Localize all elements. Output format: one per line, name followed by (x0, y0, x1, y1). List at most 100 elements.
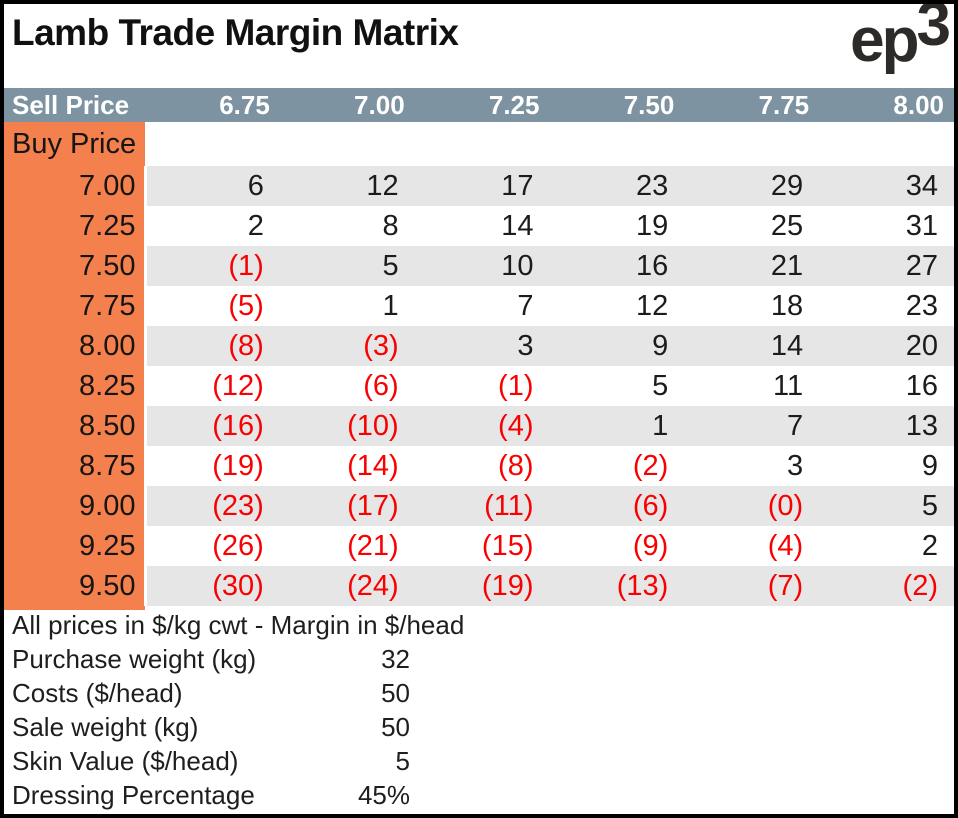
margin-cell: (13) (549, 566, 685, 606)
margin-cell: (12) (143, 366, 280, 406)
margin-cell: (7) (684, 566, 820, 606)
margin-cell: 21 (684, 246, 820, 286)
margin-cell: 14 (501, 209, 534, 242)
margin-cell: (21) (347, 529, 399, 562)
margin-cell: 7 (517, 289, 534, 322)
margin-cell: 34 (819, 166, 954, 206)
margin-cell: 25 (770, 209, 804, 242)
margin-cell: (4) (414, 406, 550, 446)
margin-cell: 1 (382, 289, 399, 322)
margin-cell: (16) (143, 406, 280, 446)
param-label: Skin Value ($/head) (12, 746, 239, 776)
sell-price-corner-label: Sell Price (4, 88, 145, 122)
buy-price-cell: 8.25 (4, 366, 145, 406)
margin-cell: 31 (905, 209, 938, 242)
margin-cell: (6) (363, 369, 399, 402)
margin-cell: 27 (819, 246, 954, 286)
margin-cell: (19) (143, 446, 280, 486)
param-value: 45% (357, 780, 410, 810)
param-row: Purchase weight (kg) 32 (4, 642, 954, 676)
margin-cell: 12 (279, 166, 415, 206)
margin-cell: 3 (787, 449, 804, 482)
sell-price-header: 8.00 (819, 88, 954, 122)
margin-cell: 7 (684, 406, 820, 446)
margin-cell: 6 (143, 166, 280, 206)
margin-cell: (4) (767, 529, 804, 562)
buy-price-cell: 7.50 (4, 246, 145, 286)
buy-price-label-row: Buy Price (4, 122, 954, 166)
margin-cell: 13 (819, 406, 954, 446)
buy-price-cell: 7.25 (4, 206, 145, 246)
matrix-body: Buy Price 7.00 6 12 17 23 29 34 7.25 2 8 14 19 25 31 7… (4, 122, 954, 606)
margin-cell: 2 (143, 206, 280, 246)
margin-cell: 17 (414, 166, 550, 206)
param-label: Purchase weight (kg) (12, 644, 257, 674)
margin-cell: 19 (636, 209, 669, 242)
margin-cell: 29 (684, 166, 820, 206)
margin-cell: 9 (549, 326, 685, 366)
margin-cell: 2 (921, 529, 938, 562)
margin-cell: 1 (549, 406, 685, 446)
matrix-row: 9.25 (26) (21) (15) (9) (4) 2 (4, 526, 954, 566)
margin-cell: 23 (549, 166, 685, 206)
sell-price-header: 7.25 (414, 88, 550, 122)
matrix-row: 7.25 2 8 14 19 25 31 (4, 206, 954, 246)
units-note: All prices in $/kg cwt - Margin in $/hea… (12, 610, 465, 640)
param-label: Sale weight (kg) (12, 712, 199, 742)
margin-cell: (6) (549, 486, 685, 526)
matrix-row: 7.75 (5) 1 7 12 18 23 (4, 286, 954, 326)
ep3-logo-3-text: 3 (916, 0, 952, 59)
matrix-row: 8.75 (19) (14) (8) (2) 3 9 (4, 446, 954, 486)
margin-cell: (19) (414, 566, 550, 606)
matrix-row: 8.25 (12) (6) (1) 5 11 16 (4, 366, 954, 406)
margin-cell: (2) (632, 449, 669, 482)
buy-price-cell: 9.50 (4, 566, 145, 606)
sell-price-header: 7.75 (684, 88, 820, 122)
param-row: Sale weight (kg) 50 (4, 710, 954, 744)
ep3-logo: ep 3 (850, 0, 952, 72)
margin-cell: (9) (632, 529, 669, 562)
margin-cell: 10 (414, 246, 550, 286)
param-label: Costs ($/head) (12, 678, 183, 708)
param-row: Skin Value ($/head) 5 (4, 744, 954, 778)
matrix-header-row: Sell Price 6.75 7.00 7.25 7.50 7.75 8.00 (4, 88, 954, 122)
margin-cell: (30) (143, 566, 280, 606)
assumptions-footer: All prices in $/kg cwt - Margin in $/hea… (4, 606, 954, 812)
param-row: Dressing Percentage 45% (4, 778, 954, 812)
buy-price-cell: 7.00 (4, 166, 145, 206)
margin-cell: 5 (819, 486, 954, 526)
margin-cell: 23 (905, 289, 938, 322)
margin-cell: (0) (684, 486, 820, 526)
margin-cell: (11) (414, 486, 550, 526)
matrix-row: 9.50 (30) (24) (19) (13) (7) (2) (4, 566, 954, 606)
margin-cell: 11 (773, 369, 804, 402)
matrix-row: 8.50 (16) (10) (4) 1 7 13 (4, 406, 954, 446)
margin-cell: 5 (652, 369, 669, 402)
margin-cell: (14) (347, 449, 399, 482)
margin-cell: 5 (279, 246, 415, 286)
param-value: 32 (381, 644, 410, 674)
margin-cell: (3) (279, 326, 415, 366)
margin-cell: (24) (279, 566, 415, 606)
sell-price-header: 7.50 (549, 88, 685, 122)
margin-cell: (1) (143, 246, 280, 286)
margin-cell: (1) (498, 369, 534, 402)
margin-cell: (17) (279, 486, 415, 526)
margin-cell: (2) (819, 566, 954, 606)
param-value: 5 (395, 746, 410, 776)
margin-cell: (5) (143, 286, 280, 326)
margin-cell: 18 (770, 289, 804, 322)
margin-cell: 14 (684, 326, 820, 366)
param-label: Dressing Percentage (12, 780, 255, 810)
param-value: 50 (381, 678, 410, 708)
margin-cell: (23) (143, 486, 280, 526)
param-row: Costs ($/head) 50 (4, 676, 954, 710)
margin-cell: (8) (498, 449, 534, 482)
margin-cell: 8 (382, 209, 399, 242)
buy-price-cell: 8.50 (4, 406, 145, 446)
margin-cell: (8) (143, 326, 280, 366)
margin-cell: 9 (921, 449, 938, 482)
matrix-row: 7.00 6 12 17 23 29 34 (4, 166, 954, 206)
margin-cell: 3 (414, 326, 550, 366)
